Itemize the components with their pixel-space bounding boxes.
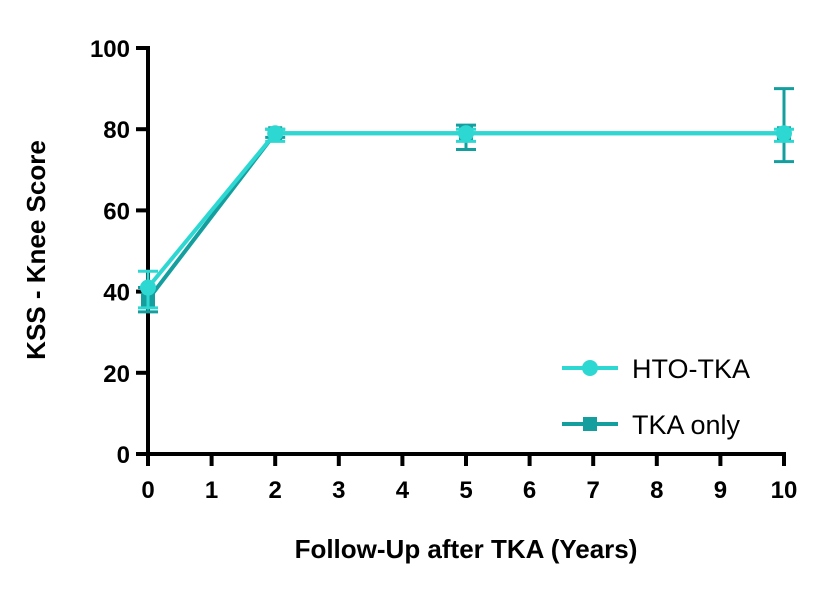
x-tick-label: 5: [459, 477, 472, 504]
legend-label: HTO-TKA: [632, 354, 750, 384]
legend-item-tka-only: TKA only: [562, 410, 741, 440]
data-point: [267, 125, 284, 142]
series-line: [146, 131, 784, 301]
x-tick-label: 7: [587, 477, 600, 504]
series-hto-tka: [138, 125, 794, 310]
x-tick-label: 6: [523, 477, 536, 504]
series-tka-only: [138, 87, 794, 314]
data-point: [776, 125, 792, 142]
x-tick-label: 9: [714, 477, 727, 504]
axes: 0 20 40 60 80 100 0 1 2 3 4 5 6 7 8 9 10: [90, 36, 797, 504]
x-axis-title: Follow-Up after TKA (Years): [295, 534, 638, 564]
x-tick-label: 4: [396, 477, 410, 504]
y-tick-label: 40: [103, 280, 130, 307]
y-tick-label: 100: [90, 36, 130, 63]
legend-marker: [583, 417, 597, 431]
x-tick-label: 1: [205, 477, 218, 504]
y-tick-label: 20: [103, 361, 130, 388]
legend-marker: [582, 360, 598, 376]
x-tick-label: 0: [141, 477, 154, 504]
y-tick-label: 80: [103, 117, 130, 144]
data-point: [140, 279, 156, 296]
x-tick-label: 3: [332, 477, 345, 504]
y-tick-label: 0: [117, 442, 130, 469]
legend: HTO-TKA TKA only: [562, 354, 750, 440]
legend-label: TKA only: [632, 410, 741, 440]
x-tick-label: 2: [269, 477, 282, 504]
y-axis-title: KSS - Knee Score: [21, 140, 51, 360]
series-line: [146, 131, 784, 289]
x-tick-label: 8: [650, 477, 663, 504]
series-layer: [138, 87, 794, 314]
x-tick-label: 10: [771, 477, 798, 504]
legend-item-hto-tka: HTO-TKA: [562, 354, 750, 384]
data-point: [458, 125, 474, 142]
y-tick-label: 60: [103, 198, 130, 225]
